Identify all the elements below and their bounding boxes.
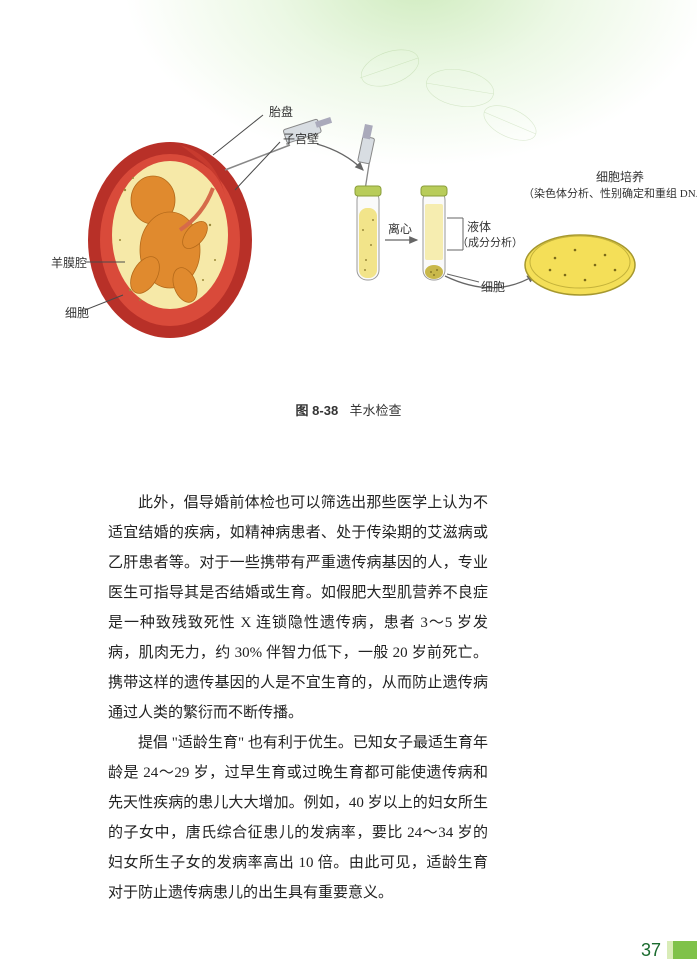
label-uterine-wall: 子宫壁: [283, 130, 319, 147]
label-amniotic-cavity: 羊膜腔: [51, 254, 87, 271]
label-cell-culture: 细胞培养: [555, 168, 685, 185]
petri-dish: [525, 235, 635, 295]
page-accent: [673, 941, 697, 959]
label-liquid: 液体: [467, 218, 491, 235]
body-text: 此外，倡导婚前体检也可以筛选出那些医学上认为不适宜结婚的疾病，如精神病患者、处于…: [108, 488, 488, 908]
label-cells-2: 细胞: [481, 278, 505, 295]
syringe-2: [358, 124, 375, 190]
amniocentesis-diagram: 胎盘 子宫壁 羊膜腔 细胞 离心 液体 （成分分析） 细胞 细胞培养 （染色体分…: [85, 100, 655, 390]
test-tube-1: [355, 186, 381, 280]
figure-title: 羊水检查: [349, 403, 401, 418]
uterus-group: [88, 142, 252, 338]
label-composition: （成分分析）: [457, 234, 523, 250]
test-tube-2: [421, 186, 447, 280]
paragraph-1: 此外，倡导婚前体检也可以筛选出那些医学上认为不适宜结婚的疾病，如精神病患者、处于…: [108, 488, 488, 728]
figure-number: 图 8-38: [296, 403, 339, 418]
label-culture-desc: （染色体分析、性别确定和重组 DNA 研究）: [523, 186, 697, 203]
paragraph-2: 提倡 "适龄生育" 也有利于优生。已知女子最适生育年龄是 24～29 岁，过早生…: [108, 728, 488, 908]
label-placenta: 胎盘: [269, 103, 293, 120]
label-centrifuge: 离心: [388, 220, 412, 237]
figure-caption: 图 8-38 羊水检查: [0, 400, 697, 419]
label-cells: 细胞: [65, 304, 89, 321]
page-number: 37: [641, 940, 661, 961]
